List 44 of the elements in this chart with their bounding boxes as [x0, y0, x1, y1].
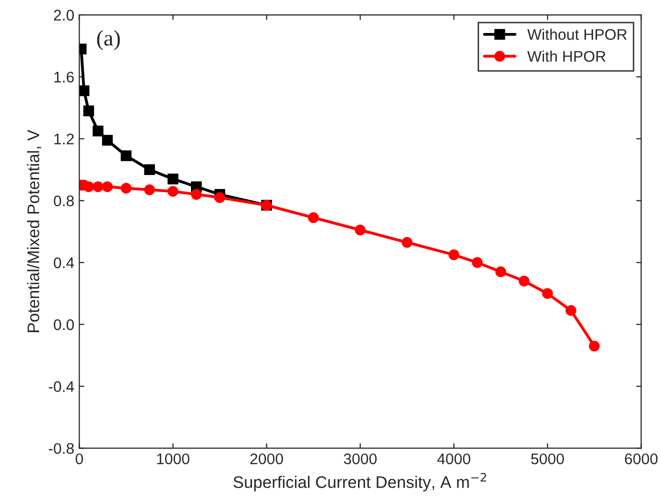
y-tick-label: -0.8: [48, 443, 74, 454]
x-tick-label: 2000: [250, 453, 283, 464]
x-tick-label: 3000: [344, 453, 377, 464]
point: [190, 189, 202, 200]
point: [518, 276, 530, 286]
point: [402, 237, 412, 248]
point: [92, 126, 104, 136]
point: [566, 305, 576, 316]
point: [144, 184, 155, 196]
point: [144, 164, 155, 176]
y-tick-label: -0.4: [48, 381, 74, 392]
x-tick-label: 1000: [157, 453, 190, 464]
point: [102, 134, 113, 146]
point: [120, 182, 132, 194]
point: [472, 257, 483, 268]
point: [168, 186, 178, 197]
point: [354, 224, 366, 236]
x-tick-label: 5000: [531, 453, 564, 464]
y-tick-label: 0.8: [54, 195, 74, 206]
annotation: (a): [97, 30, 120, 50]
legend-label: Without HPOR: [527, 28, 627, 40]
x-tick-label: 6000: [624, 453, 658, 464]
y-tick-label: 0.0: [54, 319, 74, 330]
point: [214, 192, 226, 203]
y-tick-label: 2.0: [54, 10, 74, 21]
x-tick-label: 4000: [437, 453, 470, 464]
point: [83, 105, 94, 116]
point: [542, 288, 553, 299]
y-axis-title: Potential/Mixed Potential, V: [27, 130, 42, 332]
legend-label: With HPOR: [527, 50, 606, 62]
point: [102, 181, 113, 192]
x-axis-title: Superficial Current Density, A m$^{−2}$: [234, 472, 486, 492]
point: [588, 340, 600, 352]
point: [448, 249, 460, 260]
x-tick-label: 0: [76, 453, 83, 464]
point: [79, 85, 90, 96]
point: [120, 150, 132, 162]
point: [495, 266, 506, 278]
point: [168, 174, 178, 184]
point: [92, 181, 104, 192]
y-tick-label: 1.6: [54, 72, 74, 83]
point: [308, 212, 319, 224]
y-tick-label: 1.2: [54, 134, 74, 144]
y-tick-label: 0.4: [54, 257, 74, 268]
